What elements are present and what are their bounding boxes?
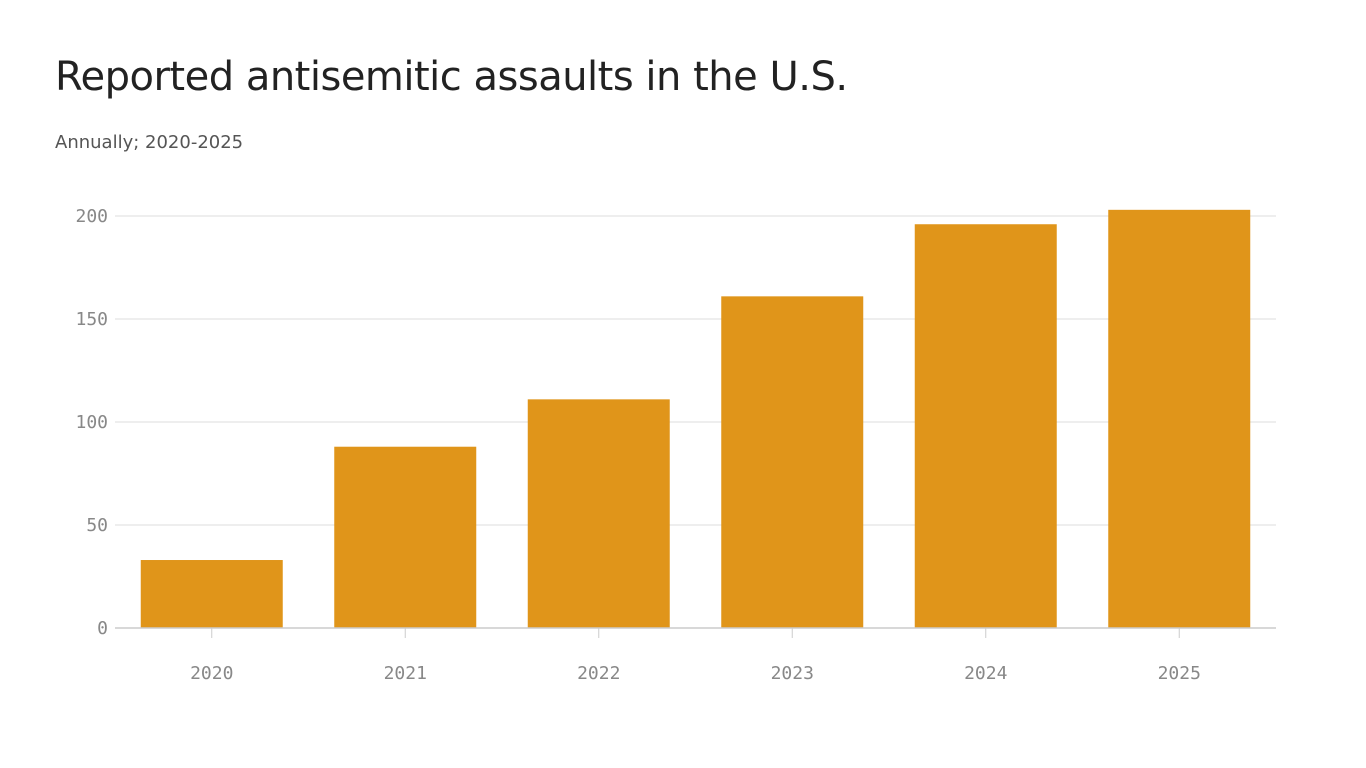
- x-tick-label-2020: 2020: [190, 663, 233, 684]
- bar-2021: [334, 446, 477, 628]
- bar-2024: [914, 224, 1057, 629]
- x-tick-label-2022: 2022: [577, 663, 620, 684]
- y-tick-label-100: 100: [75, 412, 108, 433]
- x-tick-label-2024: 2024: [964, 663, 1007, 684]
- y-tick-label-150: 150: [75, 309, 108, 330]
- axes: 0 50 100 150 200 2020 2021 2022 2023 2024 2025: [75, 206, 1276, 684]
- x-tick-label-2023: 2023: [771, 663, 814, 684]
- chart-subtitle: Annually; 2020-2025: [55, 132, 244, 153]
- y-tick-label-0: 0: [97, 618, 108, 639]
- x-tick-label-2021: 2021: [384, 663, 427, 684]
- bar-2025: [1108, 209, 1251, 628]
- x-tick-label-2025: 2025: [1158, 663, 1201, 684]
- gridlines: [115, 215, 1276, 526]
- chart-title: Reported antisemitic assaults in the U.S…: [55, 54, 848, 100]
- bar-2022: [527, 399, 670, 628]
- y-tick-label-50: 50: [86, 515, 108, 536]
- y-tick-label-200: 200: [75, 206, 108, 227]
- bar-2023: [721, 296, 864, 628]
- bars: [140, 209, 1251, 629]
- bar-2020: [140, 560, 283, 628]
